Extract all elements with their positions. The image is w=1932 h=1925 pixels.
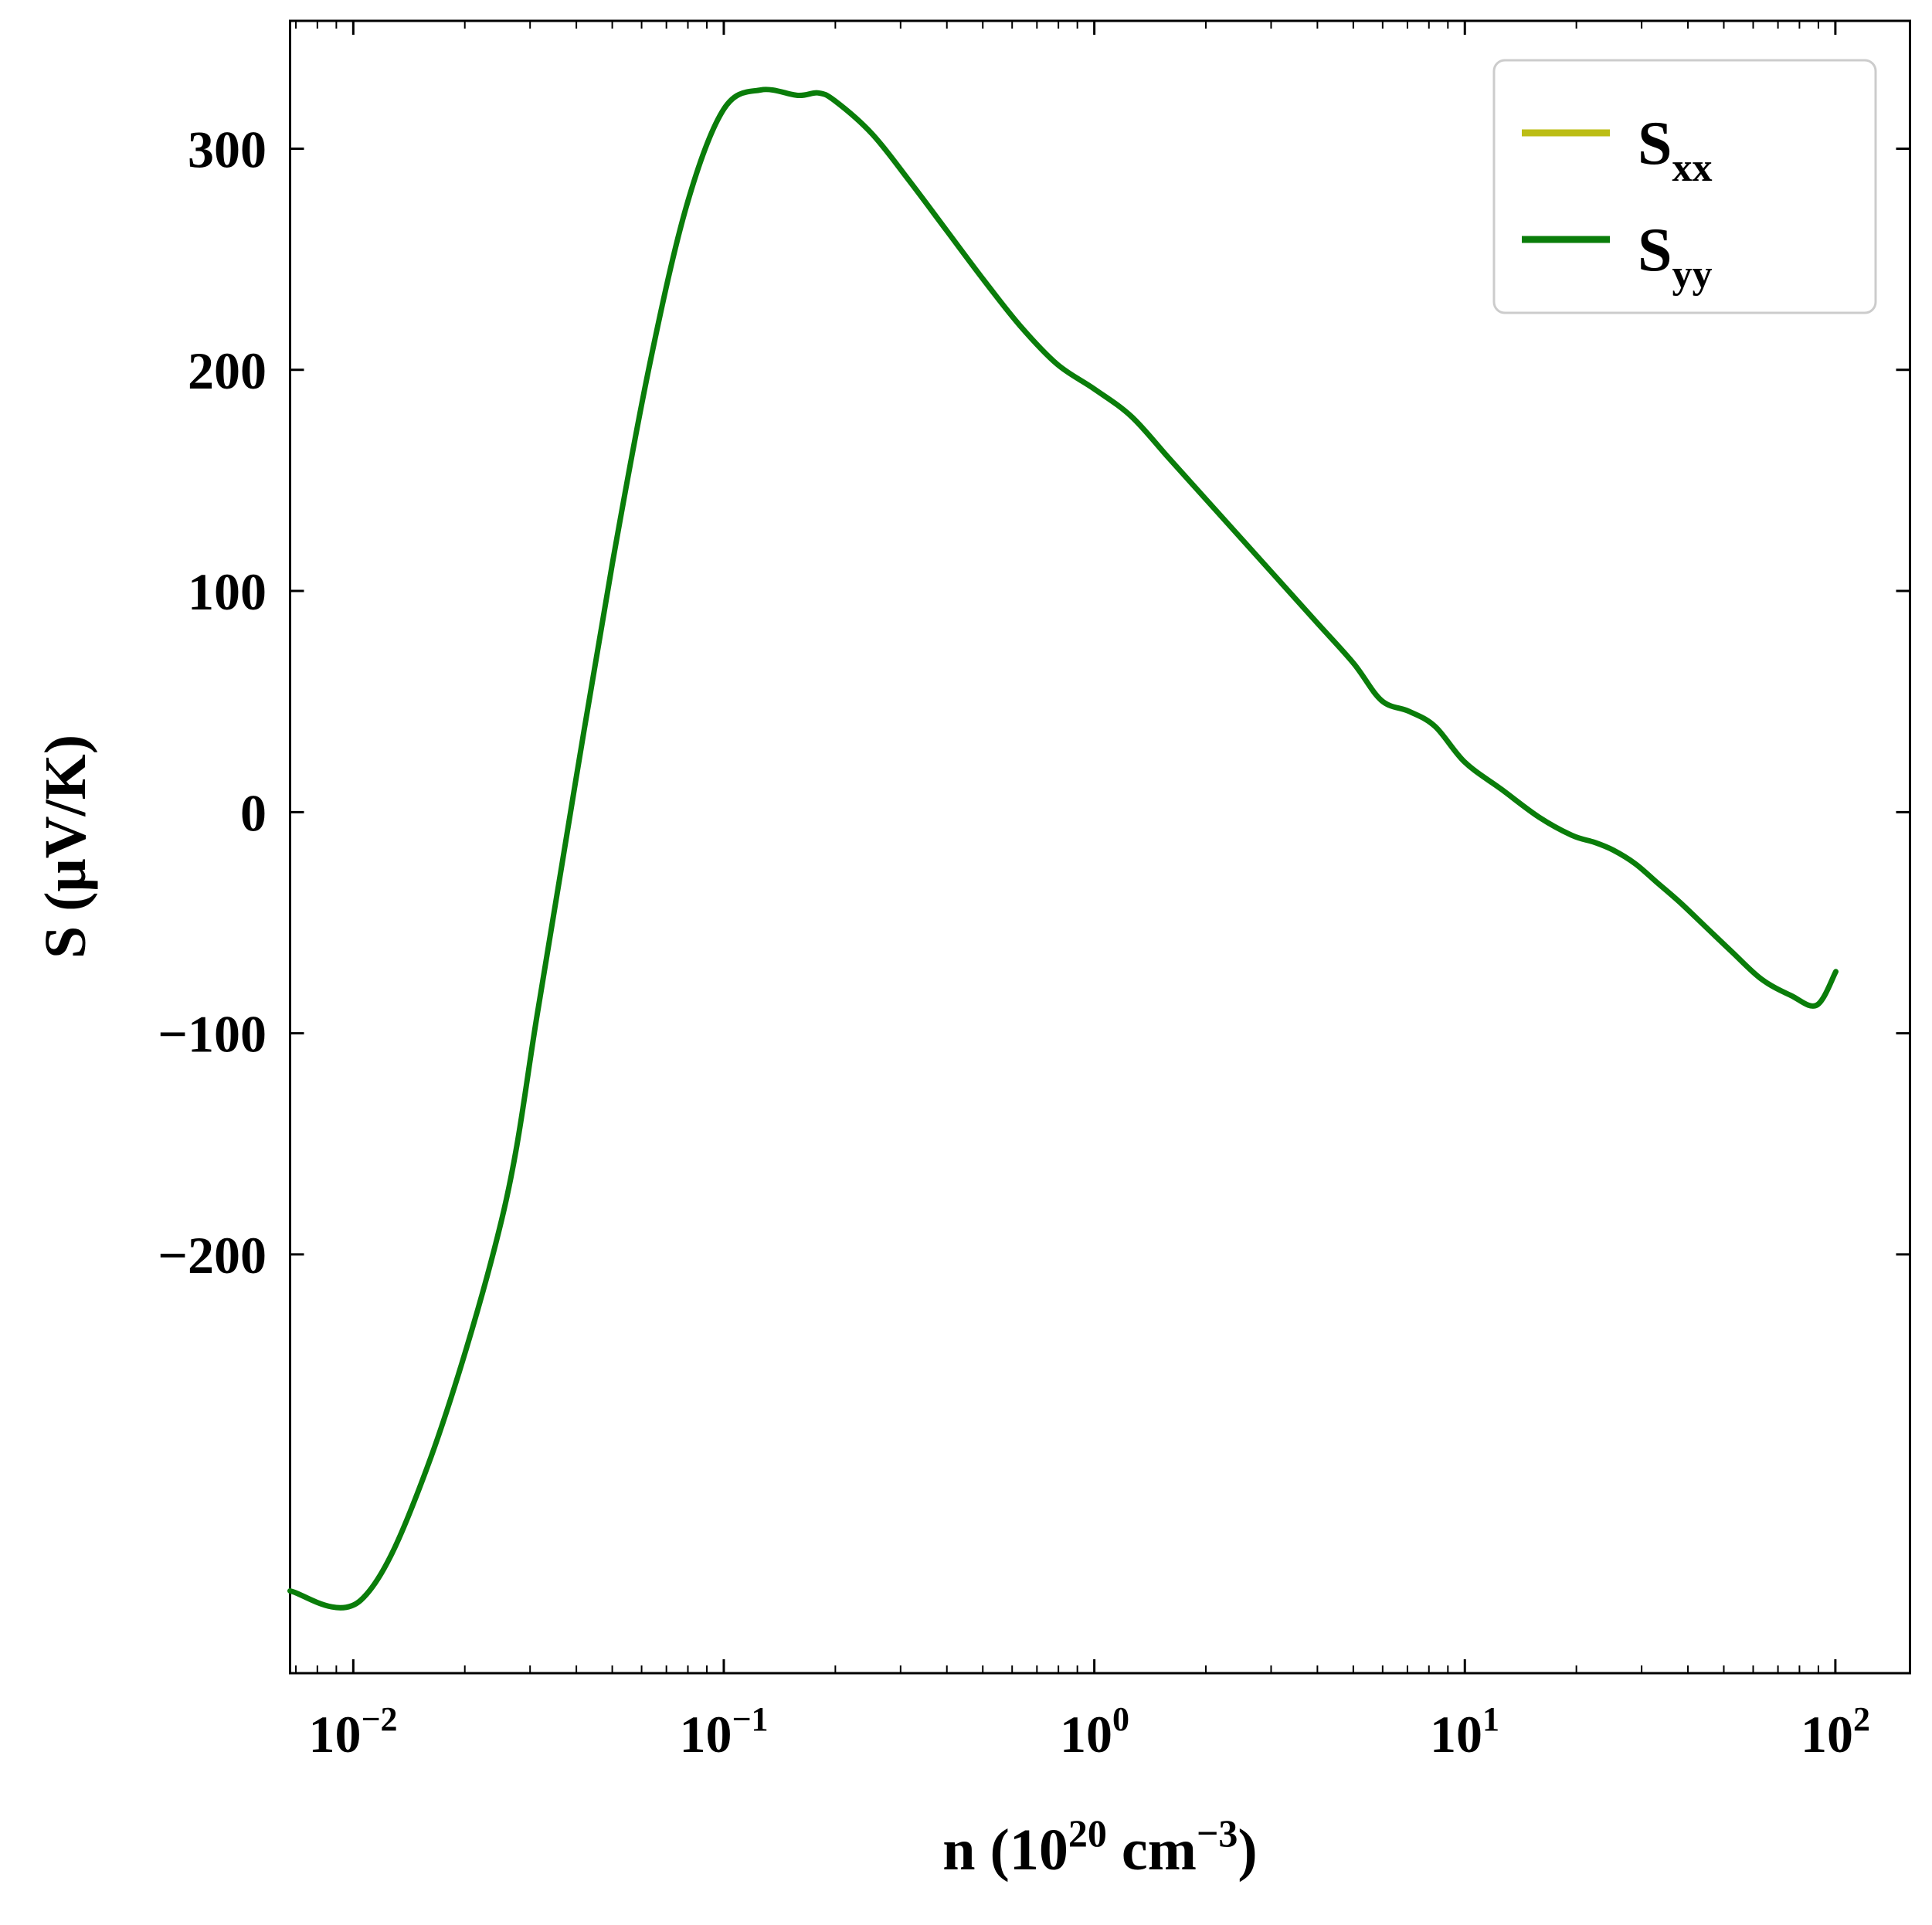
svg-text:−100: −100 (158, 1005, 267, 1064)
svg-text:300: 300 (188, 121, 267, 179)
svg-text:S (μV/K): S (μV/K) (33, 735, 98, 959)
svg-text:100: 100 (188, 562, 267, 621)
svg-text:200: 200 (188, 341, 267, 400)
svg-text:−200: −200 (158, 1226, 267, 1285)
svg-text:0: 0 (240, 783, 267, 842)
